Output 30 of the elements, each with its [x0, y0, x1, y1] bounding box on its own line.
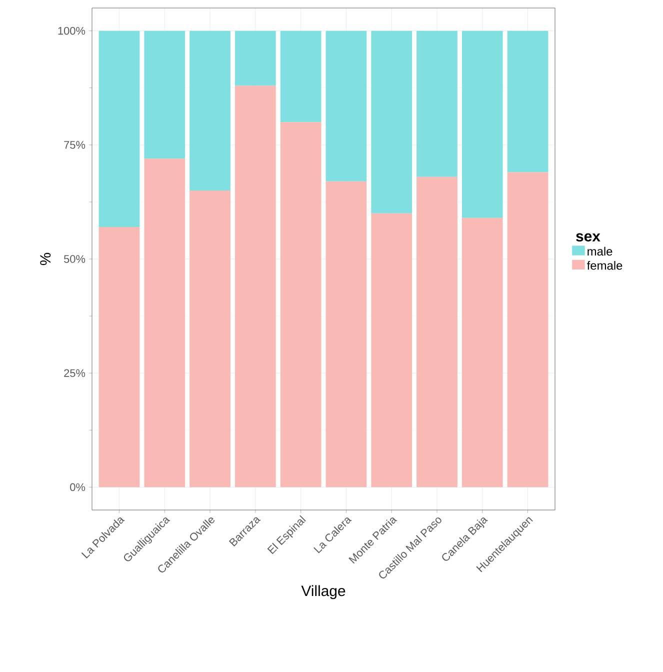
bar [507, 172, 548, 488]
legend-label: female [587, 260, 622, 270]
bar [371, 213, 412, 488]
bar [507, 30, 548, 172]
bar [98, 227, 140, 488]
bar [371, 30, 412, 214]
x-axis-title: Village [301, 585, 346, 600]
bar [234, 86, 276, 488]
y-tick-label: 75% [64, 141, 86, 149]
bar [190, 30, 230, 191]
legend-title: sex [576, 233, 600, 242]
bar [98, 30, 140, 228]
bar [280, 30, 322, 122]
y-tick-label: 25% [64, 369, 86, 377]
bar [326, 181, 367, 488]
y-axis-title: % [40, 252, 51, 266]
legend-label: male [588, 246, 612, 256]
y-tick-label: 0% [70, 483, 86, 492]
bar [280, 122, 322, 488]
bar [144, 30, 186, 159]
y-tick-label: 100% [58, 26, 86, 35]
bar [190, 190, 230, 488]
bar [416, 176, 458, 488]
bar [462, 218, 503, 488]
y-tick-label: 50% [64, 255, 86, 263]
bar [144, 158, 186, 488]
bar [326, 30, 367, 182]
bar [416, 30, 458, 177]
bar [234, 30, 276, 86]
bar [462, 30, 503, 218]
